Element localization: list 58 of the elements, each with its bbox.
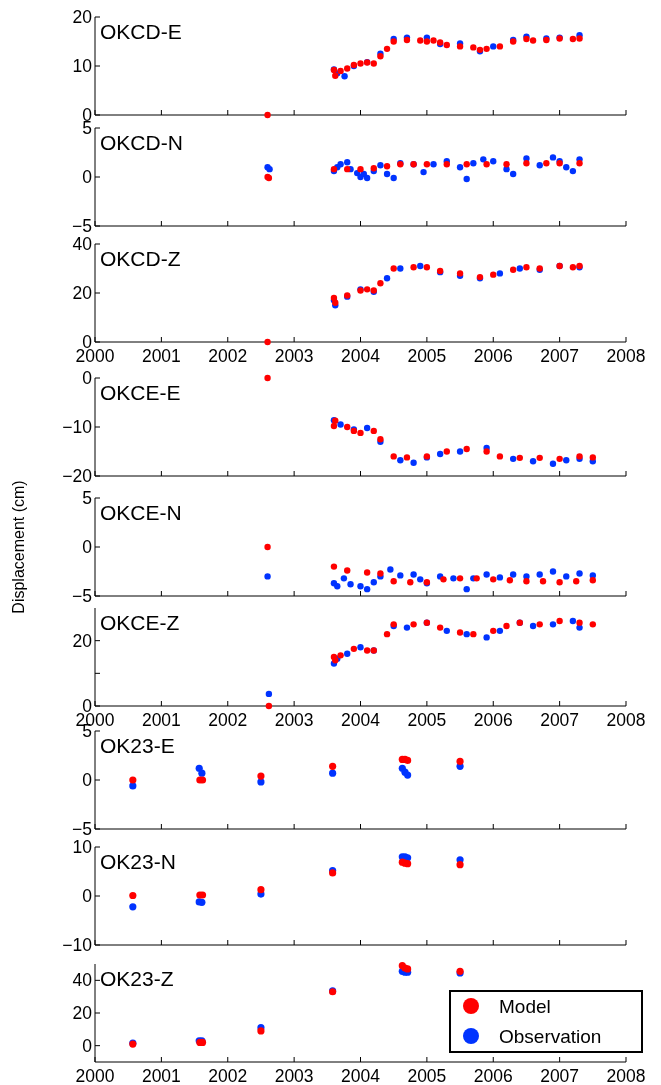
x-tick-label: 2004 [341, 1066, 381, 1085]
x-tick-label: 2006 [473, 710, 513, 730]
y-axis-title: Displacement (cm) [10, 480, 27, 614]
x-tick-label: 2005 [407, 1066, 447, 1085]
x-tick-label: 2001 [141, 1066, 181, 1085]
y-tick-label: 0 [82, 886, 93, 907]
chart-title: OK23-N [100, 850, 176, 873]
x-tick-label: 2003 [274, 1066, 314, 1085]
y-tick-label: 40 [72, 234, 93, 255]
y-tick-label: −10 [62, 417, 93, 438]
y-tick-label: 0 [82, 1035, 93, 1056]
legend-label: Model [499, 995, 551, 1017]
x-tick-label: 2005 [407, 710, 447, 730]
chart-title: OKCD-N [100, 131, 183, 154]
x-tick-label: 2007 [540, 1066, 580, 1085]
x-tick-label: 2002 [208, 1066, 248, 1085]
x-tick-label: 2007 [540, 346, 580, 366]
chart-title: OK23-E [100, 734, 175, 757]
y-tick-label: −5 [72, 216, 92, 237]
y-tick-label: −5 [72, 819, 92, 840]
y-tick-label: −10 [62, 935, 93, 956]
x-tick-label: 2005 [407, 346, 447, 366]
y-tick-label: 0 [82, 167, 93, 188]
x-tick-label: 2002 [208, 710, 248, 730]
x-tick-label: 2003 [274, 710, 314, 730]
y-tick-label: 10 [72, 56, 93, 77]
y-tick-label: 20 [72, 630, 93, 651]
y-tick-label: 20 [72, 7, 93, 28]
y-tick-label: 0 [82, 368, 93, 389]
x-tick-label: 2001 [141, 346, 181, 366]
chart-title: OKCE-E [100, 381, 181, 404]
x-tick-label: 2004 [341, 710, 381, 730]
legend-label: Observation [499, 1025, 602, 1047]
chart-title: OKCD-E [100, 20, 182, 43]
y-tick-label: 40 [72, 970, 93, 991]
chart-title: OKCE-Z [100, 611, 180, 634]
x-tick-label: 2008 [606, 710, 646, 730]
y-tick-label: 10 [72, 837, 93, 858]
x-tick-label: 2000 [75, 1066, 115, 1085]
x-tick-label: 2002 [208, 346, 248, 366]
x-tick-label: 2006 [473, 1066, 513, 1085]
y-tick-label: 20 [72, 1003, 93, 1024]
x-tick-label: 2008 [606, 1066, 646, 1085]
x-tick-label: 2007 [540, 710, 580, 730]
x-tick-label: 2004 [341, 346, 381, 366]
x-tick-label: 2003 [274, 346, 314, 366]
y-tick-label: −5 [72, 586, 92, 607]
chart-title: OK23-Z [100, 967, 174, 990]
x-tick-label: 2006 [473, 346, 513, 366]
y-tick-label: −20 [62, 466, 93, 487]
y-tick-label: 5 [82, 488, 92, 509]
chart-title: OKCD-Z [100, 247, 181, 270]
y-tick-label: 0 [82, 537, 93, 558]
x-tick-label: 2001 [141, 710, 181, 730]
chart-title: OKCE-N [100, 501, 182, 524]
y-tick-label: 0 [82, 770, 93, 791]
y-tick-label: 20 [72, 283, 93, 304]
x-tick-label: 2008 [606, 346, 646, 366]
